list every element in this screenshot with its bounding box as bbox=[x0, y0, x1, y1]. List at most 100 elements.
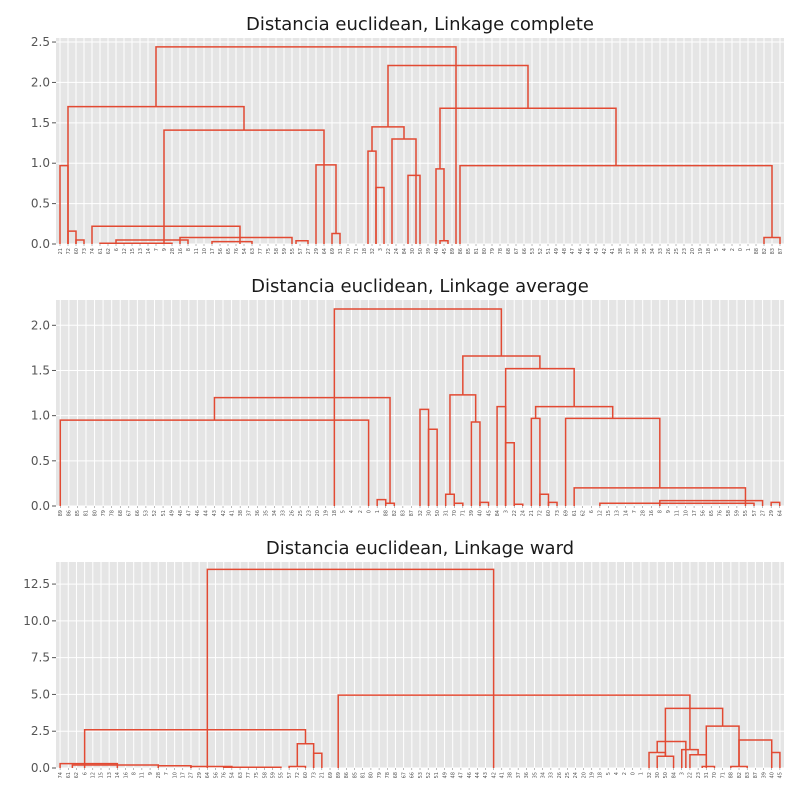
leaf-label: 85 bbox=[466, 248, 472, 254]
leaf-label: 25 bbox=[674, 248, 680, 254]
y-tick-label: 12.5 bbox=[23, 577, 50, 591]
leaf-label: 23 bbox=[682, 248, 688, 254]
leaf-label: 42 bbox=[491, 772, 497, 778]
leaf-label: 8 bbox=[186, 248, 192, 251]
leaf-label: 77 bbox=[246, 772, 252, 778]
leaf-label: 69 bbox=[328, 772, 334, 778]
leaf-label: 0 bbox=[738, 248, 744, 251]
y-tick-label: 2.0 bbox=[31, 75, 50, 89]
leaf-label: 33 bbox=[549, 772, 555, 778]
y-tick-label: 1.5 bbox=[31, 116, 50, 130]
leaf-label: 4 bbox=[614, 772, 620, 775]
leaf-label: 42 bbox=[602, 248, 608, 254]
leaf-label: 75 bbox=[266, 248, 272, 254]
leaf-label: 6 bbox=[82, 772, 88, 775]
leaf-label: 2 bbox=[358, 510, 364, 513]
dendrogram-link bbox=[435, 168, 445, 244]
leaf-label: 13 bbox=[615, 510, 621, 516]
leaf-label: 28 bbox=[640, 510, 646, 516]
leaf-label: 83 bbox=[745, 772, 751, 778]
leaf-label: 76 bbox=[718, 510, 724, 516]
leaf-label: 61 bbox=[98, 248, 104, 254]
leaf-label: 55 bbox=[279, 772, 285, 778]
leaf-label: 59 bbox=[271, 772, 277, 778]
leaf-label: 26 bbox=[289, 510, 295, 516]
y-tick-label: 10.0 bbox=[23, 614, 50, 628]
dendrogram-panel-3: 0.02.55.07.510.012.574 61 62 6 12 15 13 14 16 8 11… bbox=[23, 538, 784, 778]
y-tick-label: 0.0 bbox=[31, 237, 50, 251]
leaf-label: 60 bbox=[303, 772, 309, 778]
leaf-label: 35 bbox=[264, 510, 270, 516]
leaf-label: 81 bbox=[84, 510, 90, 516]
dendrogram-link bbox=[206, 568, 495, 768]
dendrogram-link bbox=[547, 501, 558, 506]
leaf-label: 68 bbox=[393, 772, 399, 778]
leaf-label: 64 bbox=[777, 510, 783, 516]
leaf-label: 5 bbox=[341, 510, 347, 513]
leaf-label: 58 bbox=[262, 772, 268, 778]
leaf-label: 82 bbox=[737, 772, 743, 778]
leaf-label: 2 bbox=[730, 248, 736, 251]
leaf-label: 7 bbox=[164, 772, 170, 775]
leaf-label: 10 bbox=[172, 772, 178, 778]
leaf-label: 11 bbox=[194, 248, 200, 254]
leaf-label: 64 bbox=[205, 772, 211, 778]
leaf-label: 12 bbox=[598, 510, 604, 516]
dendrogram-link bbox=[573, 487, 747, 506]
leaf-label: 61 bbox=[572, 510, 578, 516]
leaf-label: 28 bbox=[170, 248, 176, 254]
leaf-label: 51 bbox=[434, 772, 440, 778]
dendrogram-panel-2: 0.00.51.01.52.089 86 85 81 80 79 78 68 67 66 53 52 5… bbox=[31, 276, 784, 516]
dendrogram-link bbox=[470, 421, 481, 506]
leaf-label: 37 bbox=[516, 772, 522, 778]
y-tick-label: 7.5 bbox=[31, 651, 50, 665]
leaf-label: 49 bbox=[442, 772, 448, 778]
dendrogram-link bbox=[67, 105, 245, 244]
leaf-label: 18 bbox=[706, 248, 712, 254]
leaf-label: 19 bbox=[324, 510, 330, 516]
leaf-label: 5 bbox=[714, 248, 720, 251]
leaf-label: 55 bbox=[290, 248, 296, 254]
leaf-label: 38 bbox=[618, 248, 624, 254]
leaf-label: 34 bbox=[272, 510, 278, 516]
leaf-label: 65 bbox=[226, 248, 232, 254]
leaf-label: 48 bbox=[562, 248, 568, 254]
dendrogram-link bbox=[375, 186, 385, 244]
leaf-label: 54 bbox=[230, 772, 236, 778]
leaf-label: 79 bbox=[490, 248, 496, 254]
leaf-label: 57 bbox=[752, 510, 758, 516]
dendrogram-link bbox=[337, 694, 691, 768]
dendrogram-link bbox=[427, 428, 438, 506]
dendrogram-link bbox=[439, 240, 449, 244]
chart-title: Distancia euclidean, Linkage ward bbox=[266, 538, 574, 559]
leaf-label: 51 bbox=[161, 510, 167, 516]
dendrogram-link bbox=[155, 46, 457, 244]
leaf-label: 39 bbox=[426, 248, 432, 254]
leaf-label: 19 bbox=[698, 248, 704, 254]
leaf-label: 44 bbox=[475, 772, 481, 778]
leaf-label: 33 bbox=[658, 248, 664, 254]
leaf-label: 40 bbox=[478, 510, 484, 516]
leaf-label: 66 bbox=[410, 772, 416, 778]
dendrogram-panel-1: 0.00.51.01.52.02.521 72 60 73 74 61 62 6 12 15 13 1… bbox=[31, 14, 784, 254]
dendrogram-link bbox=[659, 499, 764, 506]
leaf-label: 58 bbox=[726, 510, 732, 516]
leaf-label: 84 bbox=[495, 510, 501, 516]
dendrogram-link bbox=[213, 396, 391, 504]
y-tick-label: 0.5 bbox=[31, 454, 50, 468]
leaf-label: 3 bbox=[503, 510, 509, 513]
leaf-label: 47 bbox=[459, 772, 465, 778]
leaf-label: 26 bbox=[666, 248, 672, 254]
leaf-label: 60 bbox=[546, 510, 552, 516]
leaf-label: 77 bbox=[258, 248, 264, 254]
leaf-label: 67 bbox=[127, 510, 133, 516]
leaf-label: 73 bbox=[555, 510, 561, 516]
leaf-label: 39 bbox=[761, 772, 767, 778]
leaf-label: 38 bbox=[508, 772, 514, 778]
dendrogram-link bbox=[681, 748, 699, 768]
leaf-label: 70 bbox=[346, 248, 352, 254]
leaf-label: 40 bbox=[769, 772, 775, 778]
dendrogram-link bbox=[730, 765, 748, 768]
dendrogram-link bbox=[83, 728, 307, 768]
leaf-label: 78 bbox=[385, 772, 391, 778]
